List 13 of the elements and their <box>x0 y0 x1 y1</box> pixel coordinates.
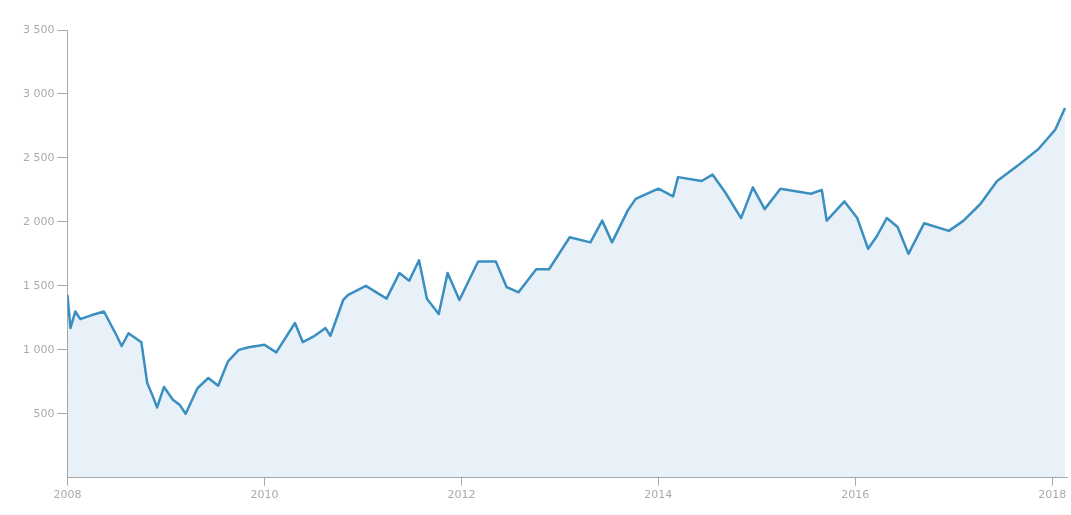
x-tick-label: 2018 <box>1038 488 1067 502</box>
y-tick-label: 1 500 <box>22 278 55 292</box>
x-tick-label: 2010 <box>250 488 279 502</box>
y-tick-label: 500 <box>33 406 55 420</box>
y-tick-label: 3 000 <box>22 86 55 100</box>
x-tick-label: 2014 <box>644 488 673 502</box>
x-tick-label: 2012 <box>447 488 476 502</box>
y-tick-label: 1 000 <box>22 342 55 356</box>
x-tick-label: 2016 <box>841 488 870 502</box>
y-tick-label: 2 500 <box>22 150 55 164</box>
y-tick-label: 3 500 <box>22 22 55 36</box>
x-tick-label: 2008 <box>53 488 82 502</box>
y-tick-label: 2 000 <box>22 214 55 228</box>
